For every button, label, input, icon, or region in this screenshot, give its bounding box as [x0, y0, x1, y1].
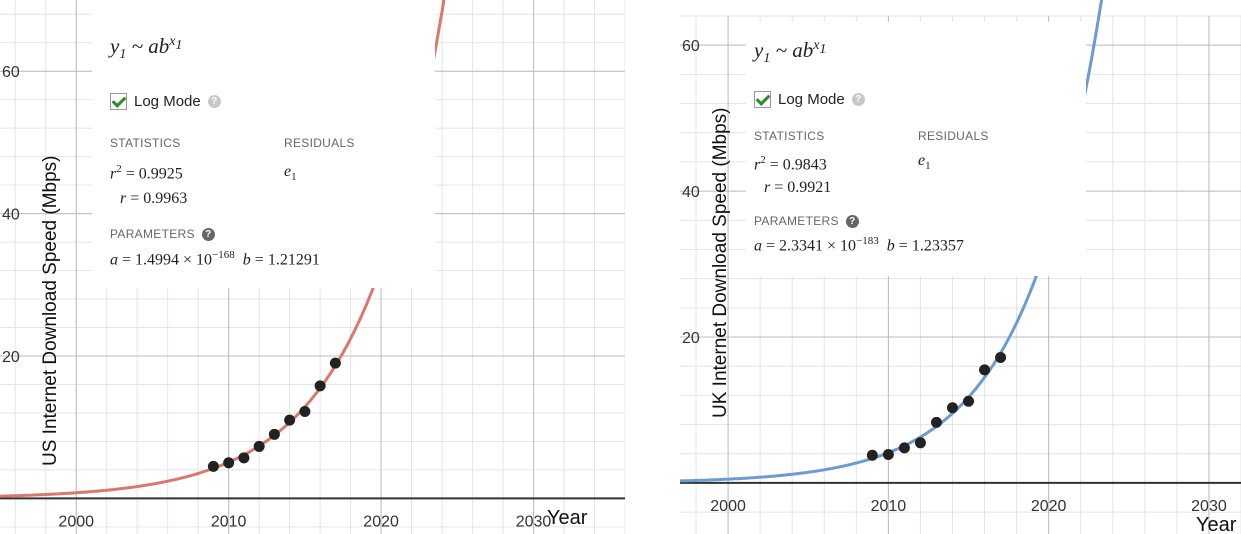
us-x-tick-label: 2010 [211, 513, 247, 530]
us-residuals-heading: RESIDUALS [284, 136, 355, 150]
us-log-mode-checkbox[interactable] [110, 93, 127, 110]
us-log-mode-toggle[interactable]: Log Mode ? [110, 93, 221, 110]
uk-data-point [914, 437, 926, 449]
uk-data-point [946, 402, 958, 414]
uk-data-point [866, 449, 878, 461]
help-icon[interactable]: ? [201, 227, 215, 241]
uk-log-mode-checkbox[interactable] [754, 91, 771, 108]
uk-y-tick-label: 60 [682, 38, 700, 55]
uk-data-point [898, 442, 910, 454]
us-regression-card: y1 ~ abx1 Log Mode ? STATISTICS RESIDUAL… [92, 0, 435, 288]
uk-r-squared: r2 = 0.9843 [754, 154, 827, 174]
us-data-point [207, 460, 219, 472]
us-residual-variable[interactable]: e1 [284, 163, 297, 184]
uk-log-mode-toggle[interactable]: Log Mode ? [754, 91, 865, 108]
uk-data-point [979, 364, 991, 376]
uk-data-point [930, 416, 942, 428]
us-x-axis-label: Year [547, 507, 588, 529]
us-statistics-heading: STATISTICS [110, 136, 181, 150]
uk-chart-panel: 2000 2010 2020 2030 20 40 60 UK Internet Downl… [680, 0, 1241, 534]
uk-y-tick-label: 20 [682, 330, 700, 347]
us-parameters-values: a = 1.4994 × 10−168 b = 1.21291 [110, 249, 320, 269]
uk-data-point [882, 448, 894, 460]
uk-data-point [963, 395, 975, 407]
uk-regression-card: y1 ~ abx1 Log Mode ? STATISTICS RESIDUAL… [746, 22, 1086, 276]
us-x-tick-label: 2000 [58, 513, 94, 530]
us-x-tick-label: 2020 [363, 513, 399, 530]
us-log-mode-label: Log Mode [134, 93, 201, 110]
us-y-tick-label: 60 [2, 64, 20, 81]
uk-r-value: r = 0.9921 [764, 179, 832, 196]
uk-x-tick-label: 2020 [1031, 498, 1067, 515]
us-r-value: r = 0.9963 [120, 190, 188, 207]
uk-parameters-values: a = 2.3341 × 10−183 b = 1.23357 [754, 235, 964, 255]
us-y-axis-label: US Internet Download Speed (Mbps) [40, 155, 61, 467]
uk-log-mode-label: Log Mode [778, 91, 845, 108]
us-regression-formula: y1 ~ abx1 [110, 34, 183, 63]
us-r-squared: r2 = 0.9925 [110, 163, 183, 183]
uk-x-tick-label: 2030 [1191, 498, 1227, 515]
uk-residual-variable[interactable]: e1 [918, 152, 931, 173]
help-icon[interactable]: ? [207, 95, 221, 108]
uk-residuals-heading: RESIDUALS [918, 129, 989, 143]
us-data-point [284, 414, 296, 426]
help-icon[interactable]: ? [845, 214, 859, 228]
uk-y-tick-label: 40 [682, 184, 700, 201]
us-data-point [223, 457, 235, 469]
us-x-tick-label: 2030 [516, 513, 552, 530]
us-data-point [329, 357, 341, 369]
us-y-tick-label: 20 [2, 349, 20, 366]
us-y-tick-label: 40 [2, 207, 20, 224]
uk-x-tick-label: 2010 [871, 498, 907, 515]
us-data-point [253, 440, 265, 452]
uk-data-point [995, 351, 1007, 363]
uk-y-axis-label: UK Internet Download Speed (Mbps) [710, 107, 731, 419]
uk-statistics-heading: STATISTICS [754, 129, 825, 143]
uk-x-axis-label: Year [1196, 514, 1237, 534]
uk-parameters-heading: PARAMETERS? [754, 214, 859, 228]
us-data-point [314, 380, 326, 392]
help-icon[interactable]: ? [851, 93, 865, 106]
us-data-point [299, 406, 311, 418]
uk-x-tick-label: 2000 [710, 498, 746, 515]
us-data-point [268, 428, 280, 440]
us-chart-panel: 2000 2010 2020 2030 20 40 60 US Internet Downl… [0, 0, 625, 534]
us-parameters-heading: PARAMETERS? [110, 227, 215, 241]
uk-regression-formula: y1 ~ abx1 [754, 38, 827, 67]
us-data-point [238, 452, 250, 464]
